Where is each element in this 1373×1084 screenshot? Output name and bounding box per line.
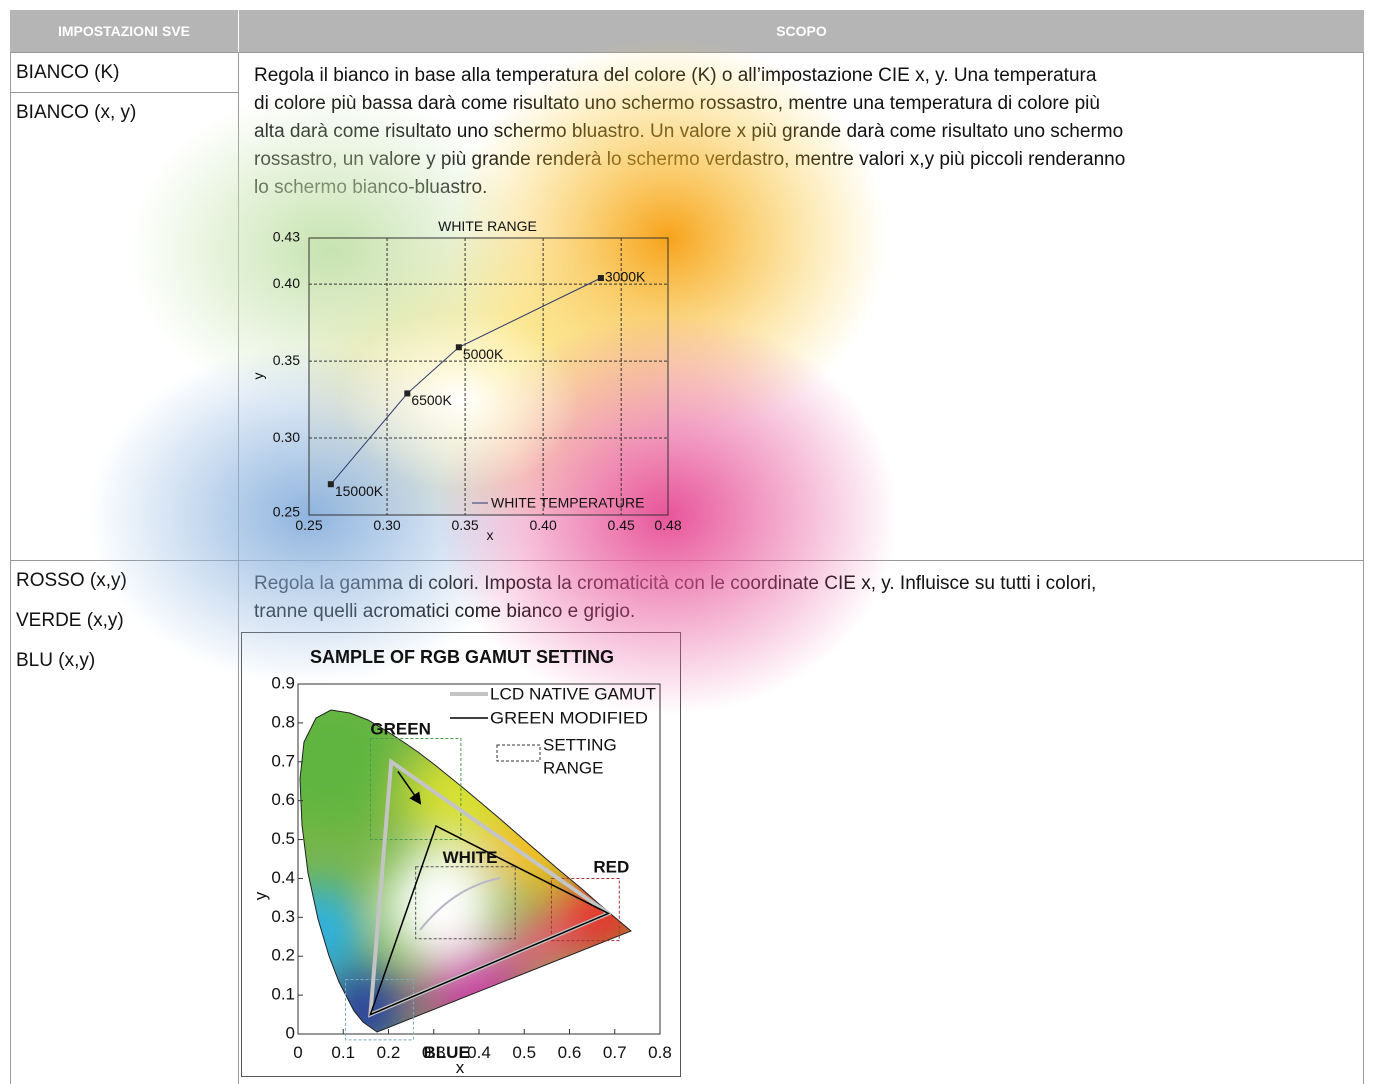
y-tick-label: 0.40 bbox=[273, 275, 300, 291]
y-tick-label: 0.25 bbox=[273, 504, 300, 520]
y-tick-label: 0.9 bbox=[271, 673, 295, 692]
y-tick-label: 0.30 bbox=[273, 429, 300, 445]
x-tick-label: 0.4 bbox=[467, 1043, 491, 1062]
x-tick-label: 0.5 bbox=[512, 1043, 536, 1062]
y-axis-label: y bbox=[251, 891, 270, 900]
y-tick-label: 0.43 bbox=[273, 229, 300, 245]
point bbox=[404, 390, 411, 397]
x-tick-label: 0.6 bbox=[558, 1043, 582, 1062]
shift-arrow bbox=[397, 770, 422, 805]
x-tick-label: 0.8 bbox=[648, 1043, 672, 1062]
y-tick-label: 0.3 bbox=[271, 907, 295, 926]
cell-divider bbox=[10, 92, 239, 93]
setting-name: BIANCO (K) bbox=[16, 62, 120, 83]
setting-range-box bbox=[369, 737, 462, 841]
x-axis-label: x bbox=[456, 1058, 465, 1077]
y-tick-label: 0.1 bbox=[271, 985, 295, 1004]
legend-box bbox=[496, 744, 541, 762]
legend-label: SETTING bbox=[543, 735, 617, 754]
y-tick-label: 0.4 bbox=[271, 868, 295, 887]
white-curve-decoration bbox=[419, 877, 501, 931]
x-tick-label: 0.30 bbox=[373, 517, 400, 533]
point-label: 15000K bbox=[335, 483, 384, 499]
y-tick-label: 0.2 bbox=[271, 946, 295, 965]
legend-label: RANGE bbox=[543, 758, 603, 777]
x-tick-label: 0.25 bbox=[295, 517, 322, 533]
y-axis-label: y bbox=[250, 373, 266, 380]
point bbox=[455, 344, 462, 351]
setting-range-box bbox=[415, 866, 516, 940]
locus-outline bbox=[299, 709, 632, 1033]
legend-label: WHITE TEMPERATURE bbox=[491, 495, 645, 511]
x-tick-label: 0.35 bbox=[451, 517, 478, 533]
x-tick-label: 0.45 bbox=[608, 517, 635, 533]
range-label: WHITE bbox=[443, 848, 498, 867]
y-tick-label: 0.5 bbox=[271, 829, 295, 848]
x-tick-label: 0.3 bbox=[422, 1043, 446, 1062]
chart-title: WHITE RANGE bbox=[438, 218, 537, 234]
setting-name: VERDE (x,y) bbox=[16, 610, 124, 631]
point bbox=[327, 481, 334, 488]
point bbox=[597, 275, 604, 282]
x-tick-label: 0.48 bbox=[654, 517, 681, 533]
point-label: 6500K bbox=[411, 392, 452, 408]
point-label: 5000K bbox=[463, 346, 504, 362]
y-tick-label: 0.35 bbox=[273, 352, 300, 368]
header-cell: SCOPO bbox=[238, 10, 1364, 52]
range-label: RED bbox=[593, 857, 629, 876]
x-tick-label: 0.1 bbox=[331, 1043, 355, 1062]
chart-title: SAMPLE OF RGB GAMUT SETTING bbox=[310, 647, 614, 667]
x-tick-label: 0.7 bbox=[603, 1043, 627, 1062]
y-tick-label: 0.7 bbox=[271, 751, 295, 770]
y-tick-label: 0.6 bbox=[271, 790, 295, 809]
y-tick-label: 0 bbox=[286, 1023, 295, 1042]
y-tick-label: 0.8 bbox=[271, 712, 295, 731]
legend-label: LCD NATIVE GAMUT bbox=[490, 684, 656, 703]
range-label: GREEN bbox=[370, 719, 430, 738]
x-tick-label: 0 bbox=[293, 1043, 302, 1062]
setting-range-box bbox=[345, 979, 414, 1041]
x-tick-label: 0.2 bbox=[377, 1043, 401, 1062]
white-range-background bbox=[89, 38, 898, 715]
x-tick-label: 0.40 bbox=[530, 517, 557, 533]
plot-frame bbox=[308, 237, 669, 516]
range-label: BLUE bbox=[424, 1043, 470, 1062]
header-cell: IMPOSTAZIONI SVE bbox=[10, 10, 238, 52]
setting-name: ROSSO (x,y) bbox=[16, 570, 127, 591]
gamut-triangle bbox=[369, 824, 611, 1016]
x-axis-label: x bbox=[487, 527, 494, 543]
point-label: 3000K bbox=[605, 269, 646, 285]
line bbox=[330, 277, 602, 485]
legend-label: GREEN MODIFIED bbox=[490, 708, 648, 727]
setting-name: BLU (x,y) bbox=[16, 650, 96, 671]
setting-name: BIANCO (x, y) bbox=[16, 102, 137, 123]
